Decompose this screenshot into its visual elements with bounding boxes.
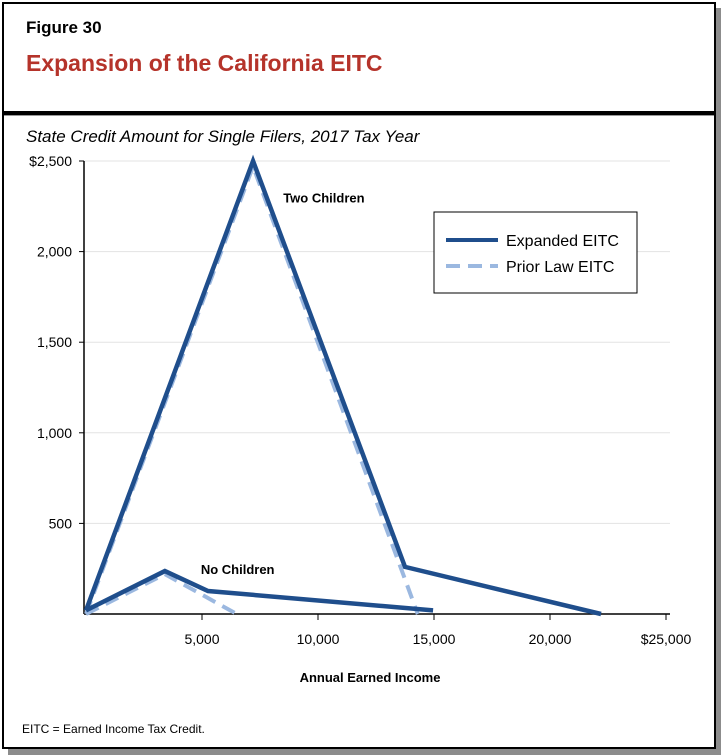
y-tick-label: 2,000 <box>37 244 72 260</box>
x-tick-label: 20,000 <box>529 631 572 647</box>
legend-label: Prior Law EITC <box>506 259 614 276</box>
x-tick-label: 15,000 <box>413 631 456 647</box>
figure-title: Expansion of the California EITC <box>26 50 383 76</box>
x-tick-label: $25,000 <box>641 631 692 647</box>
legend-box <box>433 211 638 294</box>
y-tick-label: 1,500 <box>37 334 72 350</box>
series-line-two-children-expanded <box>83 154 602 617</box>
y-tick-label: $2,500 <box>29 153 72 169</box>
y-tick-label: 500 <box>49 515 73 531</box>
annotation-label: No Children <box>201 562 275 577</box>
x-tick-label: 10,000 <box>297 631 340 647</box>
footnote: EITC = Earned Income Tax Credit. <box>22 722 205 736</box>
x-axis-label: Annual Earned Income <box>300 670 441 685</box>
series-line-no-children-expanded <box>84 568 434 613</box>
figure-frame: Figure 30 Expansion of the California EI… <box>2 2 716 749</box>
y-tick-label: 1,000 <box>37 425 72 441</box>
divider <box>4 111 714 116</box>
series-line-no-children-prior <box>85 571 238 616</box>
figure-label: Figure 30 <box>26 18 102 37</box>
legend-label: Expanded EITC <box>506 233 619 250</box>
series-line-two-children-prior <box>84 160 420 615</box>
chart-subtitle: State Credit Amount for Single Filers, 2… <box>26 127 420 146</box>
annotation-label: Two Children <box>283 191 364 206</box>
x-tick-label: 5,000 <box>184 631 219 647</box>
